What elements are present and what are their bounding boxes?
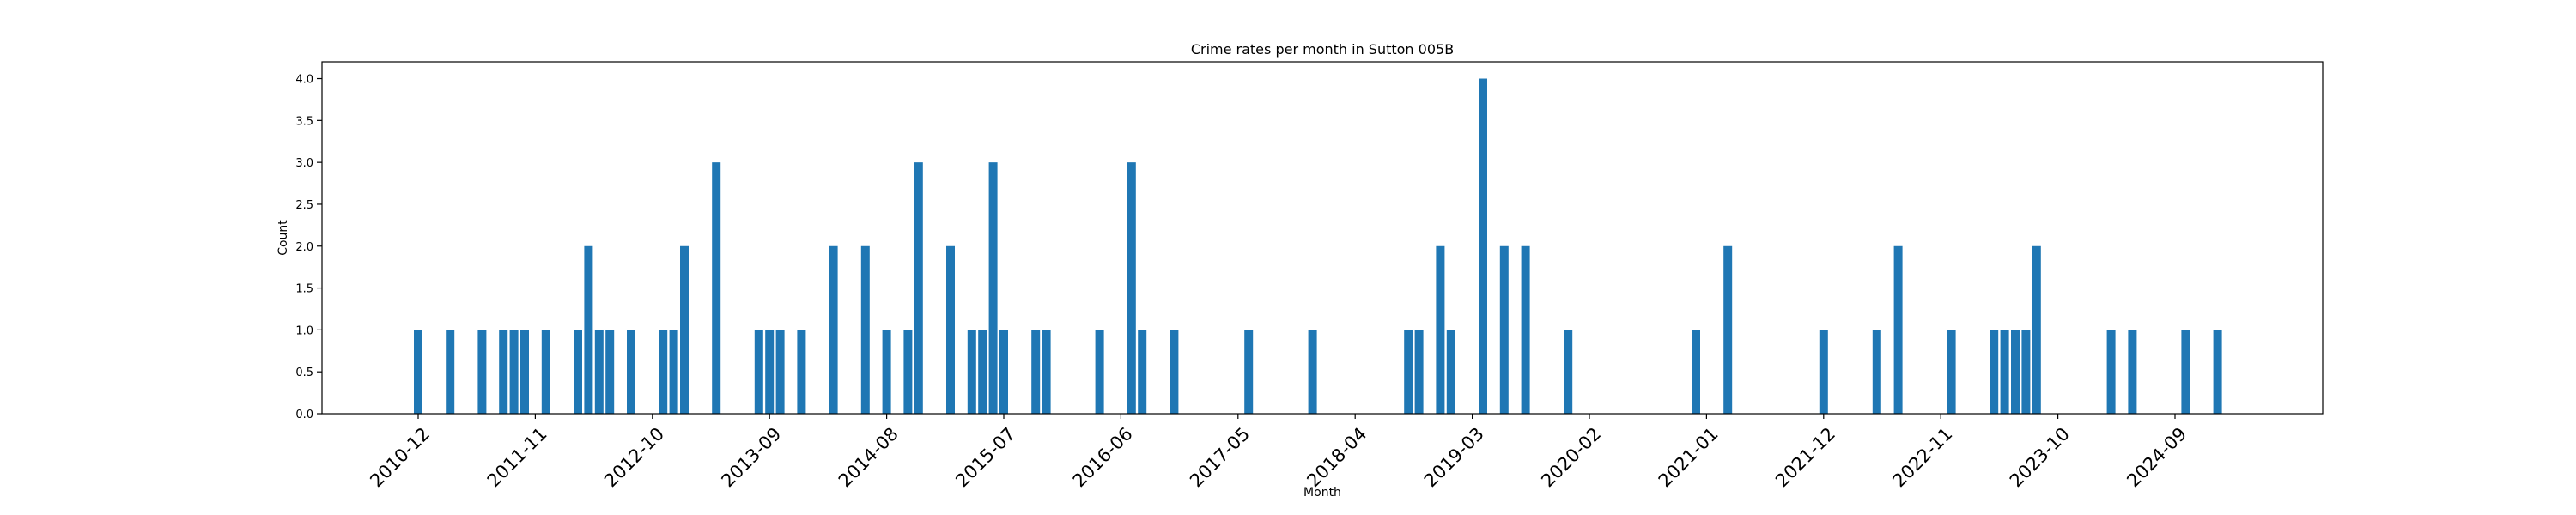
x-tick-label: 2022-11: [1888, 423, 1956, 491]
bar: [882, 330, 891, 414]
bar: [1692, 330, 1700, 414]
bar: [1947, 330, 1956, 414]
y-tick-label: 1.5: [295, 283, 313, 296]
bar: [988, 162, 998, 414]
bar: [520, 330, 529, 414]
x-tick-label: 2021-01: [1655, 423, 1722, 491]
bar: [414, 330, 422, 414]
bar: [2213, 330, 2222, 414]
bar: [1479, 78, 1487, 415]
bar: [1138, 330, 1147, 414]
bar: [669, 330, 678, 414]
x-tick-label: 2023-10: [2006, 423, 2074, 491]
y-tick-label: 3.0: [295, 157, 313, 170]
bar: [541, 330, 550, 414]
bar: [2021, 330, 2031, 414]
bar: [1521, 245, 1530, 414]
x-tick-label: 2019-03: [1420, 423, 1488, 491]
y-tick-label: 2.0: [295, 241, 313, 254]
y-axis: 0.0 0.5 1.0 1.5 2.0 2.5 3.0 3.5 4.0: [295, 74, 322, 421]
bar: [765, 330, 775, 414]
bar: [1872, 330, 1881, 414]
bar: [659, 330, 668, 414]
bar: [1414, 330, 1424, 414]
x-axis-label: Month: [1303, 486, 1341, 500]
bar: [754, 330, 763, 414]
x-tick-label: 2012-10: [600, 423, 668, 491]
bar: [775, 330, 785, 414]
x-tick-label: 2017-05: [1186, 423, 1254, 491]
bar: [1244, 330, 1254, 414]
bars-layer: [414, 78, 2222, 415]
bar: [1499, 245, 1509, 414]
bar: [509, 330, 519, 414]
bar: [1564, 330, 1573, 414]
bar: [829, 245, 838, 414]
chart-title: Crime rates per month in Sutton 005B: [1191, 41, 1454, 58]
bar: [627, 330, 635, 414]
bar: [2011, 330, 2020, 414]
bar: [1042, 330, 1051, 414]
bar: [903, 330, 913, 414]
bar: [999, 330, 1008, 414]
y-axis-label: Count: [276, 220, 290, 256]
bar: [978, 330, 987, 414]
y-tick-label: 0.0: [295, 409, 313, 421]
bar: [584, 245, 593, 414]
bar: [797, 330, 806, 414]
x-tick-label: 2018-04: [1303, 423, 1370, 491]
y-tick-label: 4.0: [295, 74, 313, 87]
x-tick-label: 2021-12: [1771, 423, 1839, 491]
bar: [1127, 162, 1136, 414]
bar: [1436, 245, 1445, 414]
bar: [2106, 330, 2116, 414]
y-tick-label: 3.5: [295, 115, 313, 128]
bar: [499, 330, 508, 414]
bar: [1819, 330, 1828, 414]
bar: [2181, 330, 2190, 414]
bar: [680, 245, 689, 414]
bar: [860, 245, 870, 414]
x-tick-label: 2014-08: [835, 423, 902, 491]
y-tick-label: 1.0: [295, 324, 313, 337]
x-tick-label: 2013-09: [717, 423, 785, 491]
bar: [605, 330, 615, 414]
x-axis: 2010-12 2011-11 2012-10 2013-09 2014-08 2015-…: [366, 414, 2190, 491]
bar: [967, 330, 976, 414]
x-tick-label: 2011-11: [483, 423, 551, 491]
bar: [1170, 330, 1179, 414]
bar: [1893, 245, 1903, 414]
bar: [2032, 245, 2041, 414]
bar: [1031, 330, 1041, 414]
bar: [477, 330, 487, 414]
bar: [574, 330, 582, 414]
bar: [1446, 330, 1455, 414]
y-tick-label: 2.5: [295, 199, 313, 212]
y-tick-label: 0.5: [295, 367, 313, 379]
bar: [446, 330, 455, 414]
bar: [2128, 330, 2137, 414]
bar: [1308, 330, 1317, 414]
x-tick-label: 2016-06: [1069, 423, 1137, 491]
x-tick-label: 2020-02: [1537, 423, 1605, 491]
bar: [594, 330, 604, 414]
x-tick-label: 2015-07: [951, 423, 1019, 491]
plot-frame: [321, 61, 2324, 415]
bar: [1095, 330, 1104, 414]
x-tick-label: 2024-09: [2123, 423, 2190, 491]
bar: [1990, 330, 1999, 414]
bar: [1723, 245, 1733, 414]
bar: [946, 245, 955, 414]
bar: [1404, 330, 1413, 414]
x-tick-label: 2010-12: [366, 423, 434, 491]
bar: [2000, 330, 2009, 414]
bar: [914, 162, 923, 414]
bar: [712, 162, 721, 414]
